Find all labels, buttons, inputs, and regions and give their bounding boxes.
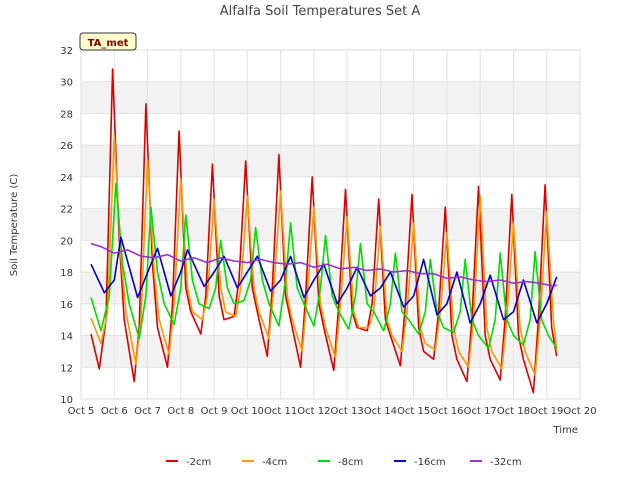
x-tick-label: Oct 9 (201, 406, 228, 417)
plot-frame (80, 49, 581, 400)
y-tick-label: 30 (60, 78, 73, 89)
x-tick-label: Oct 13 (331, 406, 364, 417)
y-tick-label: 18 (60, 268, 73, 279)
x-tick-label: Oct 8 (167, 406, 194, 417)
x-tick-label: Oct 10 (231, 406, 264, 417)
chart-title: Alfalfa Soil Temperatures Set A (220, 4, 421, 19)
grid-band (81, 208, 580, 241)
x-axis-label: Time (553, 425, 578, 436)
annotation-text: TA_met (88, 38, 129, 49)
grid-band (81, 81, 580, 114)
y-tick-label: 24 (60, 173, 73, 184)
x-tick-label: Oct 6 (101, 406, 128, 417)
series-line--8cm (90, 182, 558, 350)
y-tick-label: 10 (60, 395, 73, 406)
y-tick-label: 12 (60, 363, 73, 374)
x-tick-label: Oct 17 (464, 406, 497, 417)
x-tick-label: Oct 19 (530, 406, 563, 417)
x-tick-label: Oct 18 (497, 406, 530, 417)
x-tick-label: Oct 5 (68, 406, 95, 417)
legend-label: -16cm (414, 457, 446, 468)
x-tick-label: Oct 14 (364, 406, 397, 417)
y-tick-label: 32 (60, 46, 73, 57)
series-line--32cm (90, 242, 558, 288)
y-tick-label: 14 (60, 332, 73, 343)
y-tick-label: 26 (60, 141, 73, 152)
x-tick-label: Oct 20 (563, 406, 596, 417)
legend: -2cm -4cm -8cm -16cm -32cm (166, 457, 522, 468)
legend-label: -32cm (490, 457, 522, 468)
legend-label: -8cm (338, 457, 363, 468)
y-tick-label: 28 (60, 109, 73, 120)
y-axis-label: Soil Temperature (C) (9, 174, 20, 277)
gridlines (80, 49, 581, 400)
legend-label: -2cm (186, 457, 211, 468)
grid-band (81, 145, 580, 177)
x-tick-label: Oct 15 (397, 406, 430, 417)
x-tick-label: Oct 11 (264, 406, 297, 417)
legend-label: -4cm (262, 457, 287, 468)
y-tick-labels: 10 12 14 16 18 20 22 24 26 28 30 32 (60, 46, 73, 406)
x-tick-labels: Oct 5 Oct 6 Oct 7 Oct 8 Oct 9 Oct 10 Oct 11 Oct… (68, 406, 597, 417)
y-tick-label: 16 (60, 300, 73, 311)
series-lines (90, 68, 558, 394)
y-tick-label: 22 (60, 205, 73, 216)
annotation-box: TA_met (79, 32, 137, 51)
series-line--2cm (90, 68, 558, 394)
x-tick-label: Oct 12 (297, 406, 330, 417)
x-tick-label: Oct 16 (430, 406, 463, 417)
y-tick-label: 20 (60, 236, 73, 247)
x-tick-label: Oct 7 (134, 406, 161, 417)
